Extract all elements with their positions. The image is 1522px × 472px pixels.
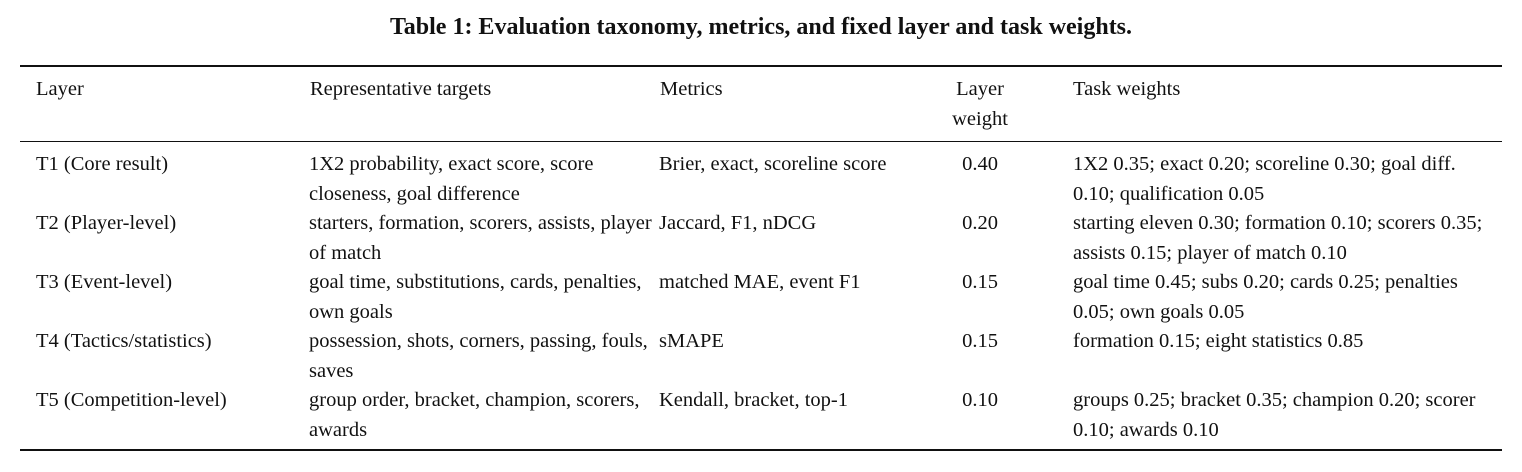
cell-targets: goal time, substitutions, cards, penalti… <box>309 271 642 323</box>
header-row: Layer Representative targets Metrics Lay… <box>20 65 1502 142</box>
cell-task-weights: formation 0.15; eight statistics 0.85 <box>1073 330 1364 352</box>
cell-layer-weight: 0.15 <box>962 271 998 293</box>
table-row: T3 (Event-level) goal time, substitution… <box>20 268 1502 327</box>
table-row: T4 (Tactics/statistics) possession, shot… <box>20 327 1502 386</box>
cell-metrics: matched MAE, event F1 <box>659 271 861 293</box>
table-row: T2 (Player-level) starters, formation, s… <box>20 209 1502 268</box>
header-targets: Representative targets <box>309 65 659 142</box>
cell-layer-weight: 0.10 <box>923 386 1037 451</box>
header-layer: Layer <box>20 65 309 142</box>
cell-targets: 1X2 probability, exact score, score clos… <box>309 153 594 205</box>
header-layer-weight-line2: weight <box>952 107 1008 130</box>
cell-targets: possession, shots, corners, passing, fou… <box>309 330 648 382</box>
table-caption: Table 1: Evaluation taxonomy, metrics, a… <box>389 14 1133 40</box>
cell-layer: T3 (Event-level) <box>36 271 173 293</box>
table-row: T5 (Competition-level) group order, brac… <box>20 386 1502 451</box>
cell-targets: starters, formation, scorers, assists, p… <box>309 212 652 264</box>
cell-targets: group order, bracket, champion, scorers,… <box>309 386 659 451</box>
evaluation-table: Layer Representative targets Metrics Lay… <box>20 65 1502 451</box>
header-task-weights: Task weights <box>1037 65 1502 142</box>
cell-metrics: sMAPE <box>659 330 724 352</box>
header-layer-weight: Layer weight <box>923 65 1037 142</box>
header-layer-weight-line1: Layer <box>956 78 1004 100</box>
cell-task-weights: starting eleven 0.30; formation 0.10; sc… <box>1073 212 1483 264</box>
cell-layer-weight: 0.15 <box>962 330 998 352</box>
cell-task-weights: 1X2 0.35; exact 0.20; scoreline 0.30; go… <box>1073 153 1456 205</box>
cell-task-weights: goal time 0.45; subs 0.20; cards 0.25; p… <box>1073 271 1458 323</box>
header-metrics: Metrics <box>659 65 923 142</box>
table-row: T1 (Core result) 1X2 probability, exact … <box>20 142 1502 210</box>
cell-layer-weight: 0.20 <box>962 212 998 234</box>
cell-layer: T2 (Player-level) <box>36 212 177 234</box>
cell-layer-weight: 0.40 <box>962 153 998 175</box>
table-header: Layer Representative targets Metrics Lay… <box>20 65 1502 142</box>
cell-metrics: Kendall, bracket, top-1 <box>659 386 923 451</box>
cell-layer: T4 (Tactics/statistics) <box>36 330 212 352</box>
cell-layer: T1 (Core result) <box>36 153 169 175</box>
cell-task-weights: groups 0.25; bracket 0.35; champion 0.20… <box>1037 386 1502 451</box>
table-body: T1 (Core result) 1X2 probability, exact … <box>20 142 1502 451</box>
cell-metrics: Brier, exact, scoreline score <box>659 153 887 175</box>
cell-layer: T5 (Competition-level) <box>20 386 309 451</box>
cell-metrics: Jaccard, F1, nDCG <box>659 212 817 234</box>
